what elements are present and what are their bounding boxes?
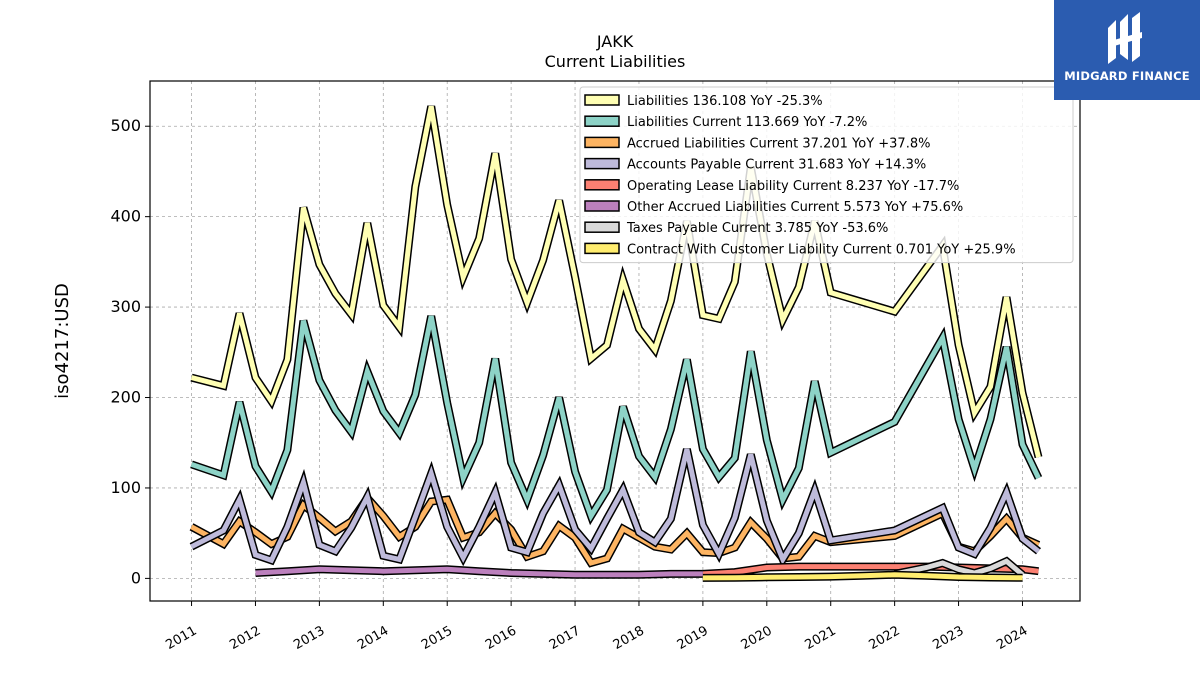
legend-entry: Liabilities Current 113.669 YoY -7.2% bbox=[627, 115, 867, 130]
legend-swatch bbox=[584, 179, 620, 191]
legend-entry: Operating Lease Liability Current 8.237 … bbox=[627, 179, 959, 194]
series-line-outline bbox=[190, 315, 1043, 526]
legend-swatch bbox=[584, 157, 620, 170]
y-axis-label: iso4217:USD bbox=[52, 283, 73, 399]
legend-entry: Accounts Payable Current 31.683 YoY +14.… bbox=[627, 158, 926, 173]
chart-title-line: JAKK bbox=[596, 32, 634, 51]
series-line-core bbox=[255, 566, 703, 578]
legend-box bbox=[579, 86, 1074, 264]
x-tick-label: 2023 bbox=[930, 623, 966, 653]
series-line bbox=[893, 556, 1026, 578]
logo-text: MIDGARD FINANCE bbox=[1064, 69, 1190, 83]
legend-swatch bbox=[584, 94, 620, 106]
series-line bbox=[190, 105, 1043, 459]
y-tick-label: 500 bbox=[110, 116, 141, 135]
x-tick-label: 2019 bbox=[675, 623, 711, 653]
series-line-core bbox=[894, 558, 1025, 577]
series-line-core bbox=[702, 572, 1023, 581]
x-tick-label: 2017 bbox=[547, 623, 583, 653]
series-line bbox=[190, 315, 1043, 526]
legend-entry: Contract With Customer Liability Current… bbox=[627, 242, 1016, 257]
y-tick-label: 300 bbox=[110, 297, 141, 316]
series-line-core bbox=[190, 315, 1041, 522]
x-tick-label: 2012 bbox=[227, 623, 263, 653]
x-tick-label: 2011 bbox=[163, 623, 199, 653]
legend-entry: Taxes Payable Current 3.785 YoY -53.6% bbox=[626, 221, 888, 236]
x-tick-label: 2021 bbox=[803, 623, 839, 653]
series-line-core bbox=[190, 448, 1041, 565]
legend-entry: Accrued Liabilities Current 37.201 YoY +… bbox=[627, 136, 930, 151]
x-tick-label: 2020 bbox=[739, 623, 775, 653]
x-tick-label: 2015 bbox=[419, 623, 455, 653]
legend-entry: Liabilities 136.108 YoY -25.3% bbox=[627, 94, 823, 109]
midgard-finance-logo: MIDGARD FINANCE bbox=[1054, 0, 1200, 100]
chart-title-line: Current Liabilities bbox=[545, 52, 686, 71]
legend-entry: Other Accrued Liabilities Current 5.573 … bbox=[627, 200, 963, 215]
series-line-core bbox=[190, 105, 1041, 458]
series-line bbox=[189, 448, 1041, 569]
series-line bbox=[255, 565, 703, 579]
legend-swatch bbox=[584, 136, 620, 149]
x-tick-label: 2013 bbox=[291, 623, 327, 653]
plot-frame bbox=[149, 80, 1081, 602]
y-tick-label: 100 bbox=[110, 478, 141, 497]
x-tick-label: 2018 bbox=[611, 623, 647, 653]
y-tick-label: 200 bbox=[110, 388, 141, 407]
x-tick-label: 2024 bbox=[994, 623, 1030, 653]
x-tick-label: 2022 bbox=[866, 623, 902, 653]
x-tick-label: 2014 bbox=[355, 623, 391, 653]
y-tick-label: 400 bbox=[110, 207, 141, 226]
midgard-logo-icon bbox=[1108, 12, 1142, 64]
y-tick-label: 0 bbox=[131, 568, 141, 587]
x-tick-label: 2016 bbox=[483, 623, 519, 653]
legend-swatch bbox=[584, 221, 620, 233]
legend-swatch bbox=[584, 200, 620, 212]
series-line bbox=[702, 570, 1023, 582]
legend-swatch bbox=[584, 242, 620, 255]
legend-swatch bbox=[584, 115, 620, 127]
